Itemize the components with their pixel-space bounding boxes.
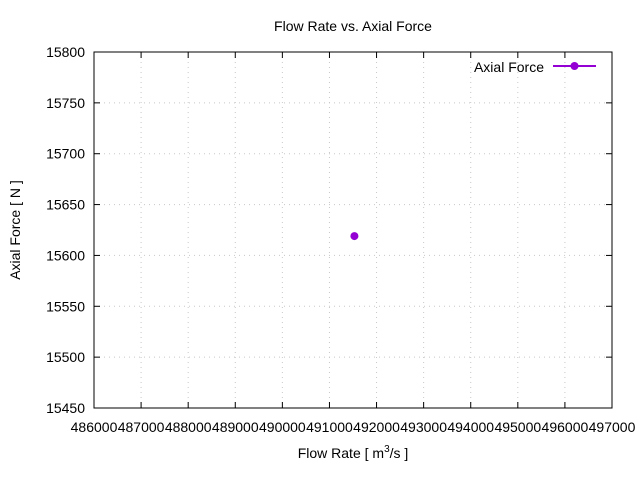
y-tick-label: 15550 (46, 298, 85, 314)
x-axis-label-tail: /s ] (390, 445, 409, 461)
x-tick-label: 491000 (306, 419, 353, 435)
x-axis-label-main: Flow Rate [ m (298, 445, 384, 461)
x-axis-label: Flow Rate [ m3/s ] (298, 444, 409, 461)
y-tick-label: 15500 (46, 349, 85, 365)
y-tick-label: 15700 (46, 146, 85, 162)
legend-marker (570, 62, 579, 70)
x-tick-label: 496000 (542, 419, 589, 435)
x-tick-label: 497000 (589, 419, 636, 435)
x-tick-label: 487000 (118, 419, 165, 435)
y-tick-label: 15800 (46, 44, 85, 60)
x-tick-label: 495000 (494, 419, 541, 435)
y-tick-label: 15750 (46, 95, 85, 111)
y-axis-label: Axial Force [ N ] (7, 180, 23, 280)
x-axis-label-sup: 3 (384, 444, 390, 455)
data-points (350, 232, 359, 241)
x-tick-label: 492000 (353, 419, 400, 435)
chart-title: Flow Rate vs. Axial Force (274, 18, 432, 34)
y-tick-label: 15650 (46, 197, 85, 213)
x-tick-label: 494000 (447, 419, 494, 435)
x-tick-label: 488000 (165, 419, 212, 435)
legend: Axial Force (474, 59, 596, 75)
x-tick-label: 490000 (259, 419, 306, 435)
data-point (350, 232, 359, 241)
x-tick-label: 493000 (400, 419, 447, 435)
y-tick-label: 15600 (46, 247, 85, 263)
grid (94, 52, 612, 408)
y-tick-label: 15450 (46, 400, 85, 416)
ticks: 486000 487000 488000 489000 490000 491000 4920… (46, 44, 636, 435)
plot-border (93, 51, 613, 409)
legend-label: Axial Force (474, 59, 544, 75)
x-tick-label: 489000 (212, 419, 259, 435)
x-tick-label: 486000 (71, 419, 118, 435)
